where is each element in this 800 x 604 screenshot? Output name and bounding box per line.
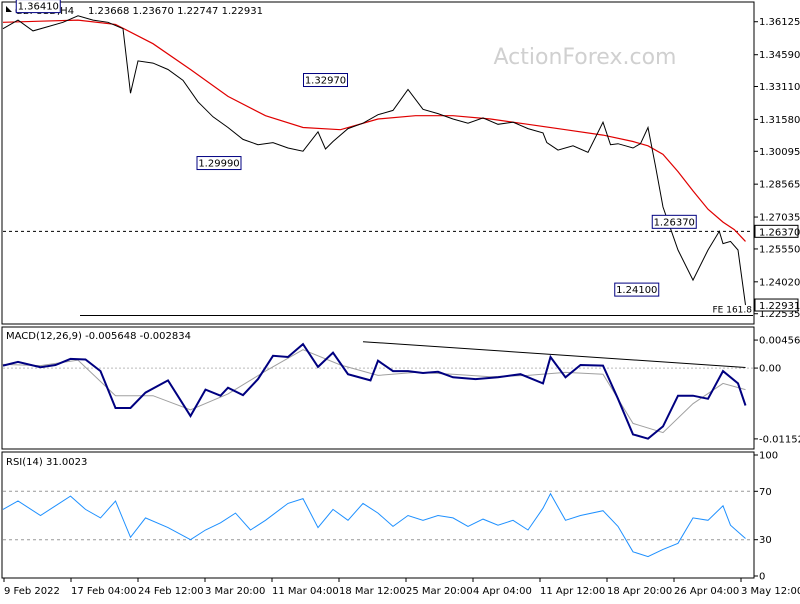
rsi-tick-label: 100 [759, 451, 778, 462]
swing-label-box [651, 214, 697, 229]
price-tick-label: 1.33110 [759, 82, 800, 93]
rsi-tick-label: 0 [759, 572, 765, 583]
macd-tick-label: -0.011529 [759, 434, 800, 445]
macd-trendline [362, 341, 746, 368]
macd-tick-label: 0.00 [759, 364, 781, 375]
price-tick-label: 1.27035 [759, 213, 800, 224]
rsi-line [2, 492, 746, 558]
swing-label-box [15, 0, 61, 14]
price-tick-label: 1.31580 [759, 115, 800, 126]
macd-tick-label: 0.00456 [759, 336, 800, 347]
price-plot [2, 15, 753, 317]
x-tick-label: 26 Apr 04:00 [674, 586, 739, 597]
price-y-axis: 1.36125 1.34590 1.33110 1.31580 1.30095 1.285… [754, 17, 800, 320]
time-x-axis: 9 Feb 2022 17 Feb 04:00 24 Feb 12:00 3 Mar … [3, 578, 800, 597]
price-tick-label: 1.34590 [759, 50, 800, 61]
swing-label: 1.24100 [616, 285, 657, 296]
rsi-tick-label: 30 [759, 535, 772, 546]
price-tick-label: 1.36125 [759, 17, 800, 28]
rsi-tick-label: 70 [759, 487, 772, 498]
x-tick-label: 18 Mar 12:00 [339, 586, 406, 597]
x-tick-label: 17 Feb 04:00 [71, 586, 137, 597]
price-tick-label: 1.24020 [759, 277, 800, 288]
macd-title: MACD(12,26,9) -0.005648 -0.002834 [6, 331, 191, 342]
level-tag: 1.26370 [754, 224, 800, 238]
swing-label-box [303, 73, 348, 88]
macd-line [2, 342, 747, 440]
level-tag-label: 1.26370 [759, 227, 800, 238]
macd-plot [2, 341, 753, 440]
price-annotations: 1.36410 1.29990 1.32970 1.26370 1.24100 [15, 0, 697, 297]
x-tick-label: 18 Apr 20:00 [607, 586, 672, 597]
current-price-label: 1.22931 [759, 301, 800, 312]
x-tick-label: 25 Mar 20:00 [406, 586, 473, 597]
price-tick-label: 1.28565 [759, 180, 800, 191]
x-tick-label: 11 Mar 04:00 [272, 586, 339, 597]
swing-label: 1.36410 [18, 2, 59, 13]
macd-signal-line [2, 349, 746, 434]
rsi-title: RSI(14) 31.0023 [6, 457, 87, 468]
fe-label: FE 161.8 [713, 306, 753, 316]
swing-label: 1.26370 [654, 217, 695, 228]
price-line [2, 15, 746, 306]
current-price-tag: 1.22931 [754, 298, 800, 312]
x-tick-label: 11 Apr 12:00 [540, 586, 605, 597]
price-tick-label: 1.25550 [759, 244, 800, 255]
price-panel-frame [1, 1, 755, 325]
swing-label-box [614, 282, 660, 297]
swing-label: 1.29990 [198, 159, 239, 170]
x-tick-label: 24 Feb 12:00 [138, 586, 204, 597]
x-tick-label: 9 Feb 2022 [4, 586, 60, 597]
watermark: ActionForex.com [494, 45, 677, 70]
ohlc-readout: 1.23668 1.23670 1.22747 1.22931 [88, 6, 263, 17]
price-tick-label: 1.30095 [759, 147, 800, 158]
rsi-plot [2, 490, 753, 558]
moving-average-line [2, 19, 746, 242]
x-tick-label: 4 Apr 04:00 [473, 586, 532, 597]
x-tick-label: 3 Mar 20:00 [205, 586, 265, 597]
swing-label-box [196, 156, 242, 171]
price-tick-label: 1.22535 [759, 309, 800, 320]
collapse-triangle-icon [6, 6, 12, 12]
x-tick-label: 3 May 12:00 [741, 586, 800, 597]
macd-y-axis: 0.00456 0.00 -0.011529 [754, 336, 800, 445]
macd-panel-frame [1, 326, 755, 450]
swing-label: 1.32970 [305, 76, 346, 87]
rsi-y-axis: 100 70 30 0 [754, 451, 778, 583]
rsi-panel-frame [1, 451, 755, 579]
